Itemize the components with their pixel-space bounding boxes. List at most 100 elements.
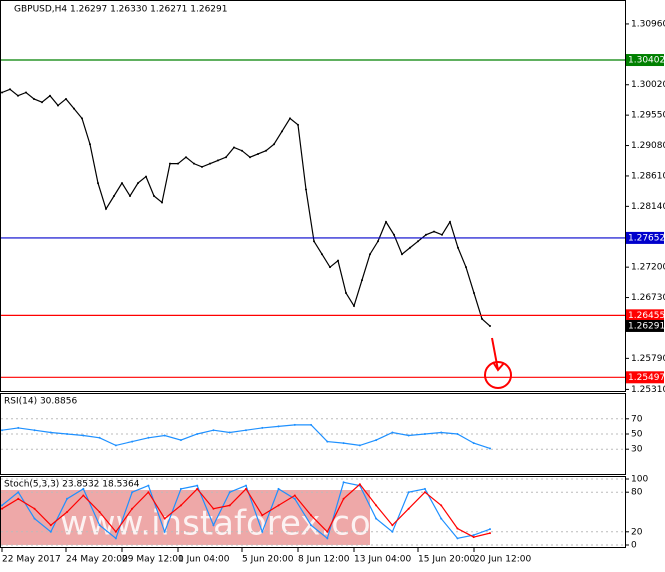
data-point [257, 152, 259, 155]
data-point [245, 429, 247, 432]
data-point [217, 159, 219, 162]
data-point [409, 246, 411, 249]
level-label: 1.25497 [628, 373, 665, 383]
data-point [9, 88, 11, 91]
y-tick-label: 100 [631, 475, 648, 485]
data-point [375, 504, 378, 507]
data-point [249, 156, 251, 159]
data-point [440, 431, 443, 434]
stoch-panel [0, 476, 626, 548]
data-point [17, 497, 20, 500]
data-point [489, 447, 491, 450]
data-point [185, 156, 187, 159]
data-point [33, 507, 36, 510]
data-point [212, 429, 215, 432]
data-point [310, 423, 313, 426]
data-point [241, 149, 243, 152]
data-point [472, 536, 475, 539]
data-point [82, 494, 85, 497]
data-point [82, 434, 85, 437]
data-point [147, 436, 150, 439]
data-point [361, 279, 363, 282]
data-point [489, 528, 491, 531]
data-point [423, 487, 426, 490]
data-point [289, 117, 291, 120]
data-point [297, 123, 299, 126]
data-point [98, 524, 101, 527]
data-point [97, 182, 99, 185]
data-point [433, 230, 435, 233]
y-tick-label: 1.25310 [631, 385, 665, 395]
y-tick-label: 1.28140 [631, 202, 665, 212]
data-point [49, 524, 52, 527]
level-tag [626, 54, 664, 67]
data-point [261, 426, 264, 429]
data-point [113, 195, 115, 197]
data-point [179, 504, 182, 507]
data-point [425, 233, 427, 236]
data-point [481, 317, 483, 320]
y-tick-label: 50 [631, 430, 643, 440]
data-point [33, 517, 36, 520]
data-point [377, 240, 379, 243]
data-point [147, 484, 150, 487]
data-point [196, 487, 199, 490]
data-point [145, 175, 147, 178]
data-point [121, 182, 123, 185]
data-point [261, 514, 264, 517]
data-point [49, 431, 52, 434]
data-point [423, 433, 426, 435]
rsi-title: RSI(14) 30.8856 [4, 397, 77, 407]
data-point [212, 524, 215, 527]
data-point [17, 426, 20, 429]
x-tick-label: 8 Jun 12:00 [298, 555, 350, 565]
y-tick-label: 1.30020 [631, 80, 665, 90]
data-point [17, 94, 19, 97]
data-point [147, 491, 150, 494]
data-point [179, 439, 182, 442]
data-point [98, 511, 101, 513]
level-label: 1.26291 [628, 321, 665, 331]
data-point [326, 530, 329, 533]
data-point [391, 431, 394, 434]
data-point [489, 532, 491, 535]
data-point [105, 207, 107, 210]
data-point [193, 162, 195, 165]
y-tick-label: 70 [631, 414, 643, 424]
y-tick-label: 30 [631, 445, 643, 455]
data-point [261, 530, 264, 533]
data-point [65, 97, 67, 100]
data-point [89, 143, 91, 146]
y-tick-label: 1.29550 [631, 111, 665, 121]
data-point [337, 259, 339, 262]
data-point [293, 497, 296, 500]
data-point [305, 188, 307, 191]
data-point [277, 425, 280, 428]
data-point [281, 130, 283, 133]
watermark: www.instaforex.com [60, 504, 404, 544]
x-tick-label: 15 Jun 20:00 [418, 555, 475, 565]
data-point [1, 504, 3, 507]
data-point [57, 104, 59, 107]
data-point [114, 537, 117, 540]
data-point [225, 156, 227, 159]
chart-title: GBPUSD,H4 1.26297 1.26330 1.26271 1.2629… [14, 5, 227, 15]
data-point [391, 524, 394, 527]
data-point [407, 434, 410, 437]
data-point [273, 143, 275, 146]
y-tick-label: 0 [631, 541, 637, 551]
data-point [440, 504, 443, 507]
data-point [342, 497, 345, 500]
data-point [473, 292, 475, 295]
data-point [407, 491, 410, 494]
y-tick-label: 1.29080 [631, 141, 665, 151]
data-point [369, 253, 371, 256]
level-tag [626, 371, 664, 384]
data-point [457, 246, 459, 249]
data-point [33, 97, 35, 100]
data-point [245, 484, 247, 487]
main-panel [0, 0, 626, 392]
data-point [131, 491, 134, 494]
